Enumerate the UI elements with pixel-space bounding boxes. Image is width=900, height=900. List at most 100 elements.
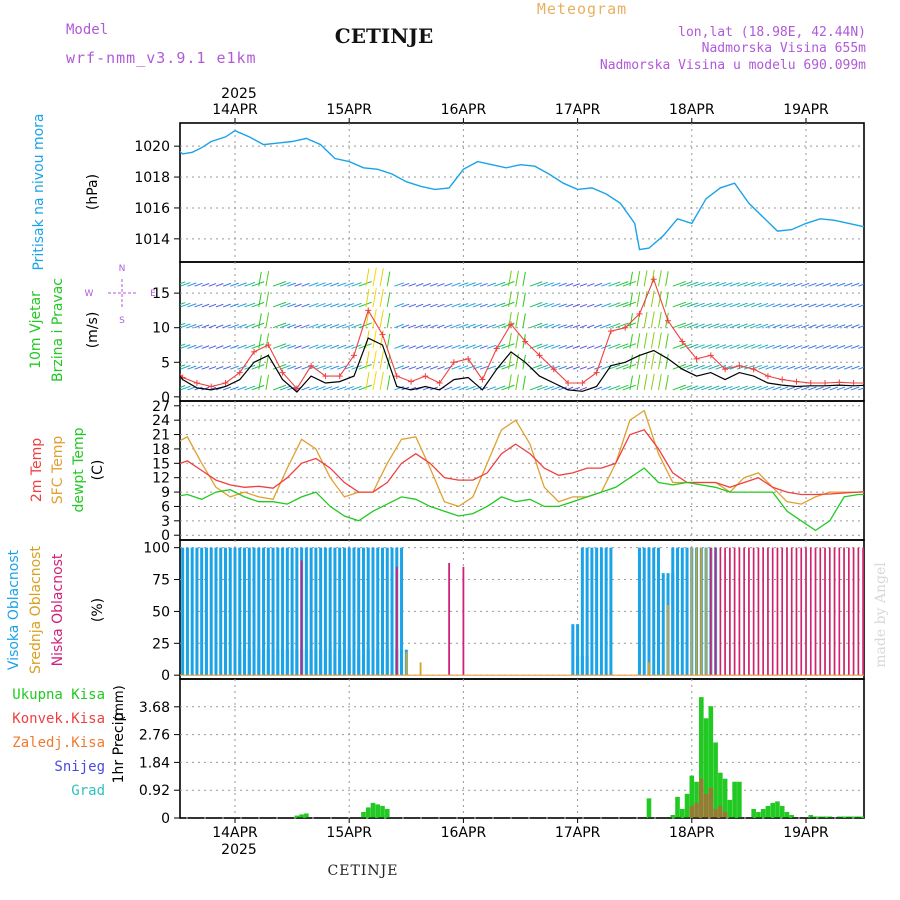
cloud-low-bar (867, 548, 869, 676)
wind-arrow (880, 283, 888, 286)
wind-arrow (743, 323, 755, 329)
wind-arrow (522, 375, 526, 391)
precip-bar (365, 807, 371, 818)
cloud-low-bar (824, 547, 826, 676)
wind-arrow (408, 345, 417, 349)
wind-arrow (322, 365, 333, 370)
wind-arrow (622, 301, 637, 308)
wind-arrow (622, 280, 637, 287)
temperature-y-tick-label: 27 (152, 399, 170, 415)
cloud-high-bar (685, 547, 689, 676)
precip-bar (718, 805, 723, 818)
cloud-high-bar (656, 573, 660, 676)
cloud-high-bar (314, 649, 318, 676)
wind-arrow (465, 385, 476, 391)
wind-arrow (672, 301, 687, 308)
wind-arrow (751, 302, 762, 308)
wind-arrow (222, 303, 232, 308)
wind-arrow (494, 281, 506, 287)
wind-arrow (579, 386, 588, 391)
wind-arrow (701, 385, 712, 391)
precip-bar (713, 808, 718, 818)
cloud-high-bar (281, 649, 285, 676)
wind-arrow (501, 364, 515, 370)
wind-arrow (873, 325, 881, 328)
wind-arrow (487, 324, 497, 329)
cloud-mid-bar (867, 548, 869, 676)
wind-arrow (586, 345, 595, 349)
wind-arrow (851, 303, 860, 308)
precip-bar (808, 814, 814, 818)
wind-arrow (815, 386, 824, 391)
wind-arrow (836, 324, 846, 329)
wind-arrow (801, 345, 810, 349)
cloud-low-bar (395, 566, 398, 676)
wind-arrow (501, 384, 515, 391)
wind-arrow (793, 324, 803, 329)
wind-arrow (894, 283, 900, 286)
wind-arrow (408, 283, 417, 287)
wind-arrow (315, 323, 326, 329)
wind-arrow (444, 303, 453, 308)
wind-arrow (779, 365, 789, 370)
wind-arrow (808, 386, 817, 391)
wind-arrow (873, 345, 881, 348)
wind-arrow (287, 365, 297, 370)
wind-arrow (465, 282, 476, 287)
wind-arrow (451, 282, 461, 287)
precip-bar (889, 812, 894, 818)
wind-arrow (558, 365, 567, 370)
wind-arrow (358, 301, 372, 308)
wind-arrow (351, 385, 362, 391)
precip-bar (722, 778, 728, 818)
bottom-day-label: 17APR (555, 825, 601, 841)
wind-arrow (743, 344, 755, 349)
cloud-low-bar (462, 566, 465, 676)
wind-arrow (222, 282, 232, 287)
wind-arrow (258, 354, 262, 370)
wind-arrow (244, 385, 256, 391)
wind-arrow (287, 344, 297, 349)
wind-arrow (429, 345, 438, 349)
cloud-y-tick-label: 75 (152, 573, 170, 589)
cloud-high-bar (676, 547, 680, 676)
wind-arrow (329, 303, 340, 308)
wind-arrow (536, 364, 548, 370)
wind-arrow (301, 386, 310, 391)
watermark: made by Angel (873, 562, 889, 668)
wind-arrow (358, 384, 372, 391)
wind-arrow (344, 303, 354, 308)
wind-arrow (222, 386, 232, 391)
cloud-high-bar (366, 547, 370, 676)
wind-arrow (187, 344, 197, 349)
wind-arrow (643, 270, 648, 287)
wind-arrow (579, 283, 588, 287)
wind-arrow (415, 303, 424, 308)
wind-arrow (579, 303, 588, 308)
wind-arrow (522, 313, 526, 328)
cloud-ylabel-2: Srednja Oblacnost (28, 546, 44, 674)
precipitation-y-tick-label: 0 (161, 811, 170, 827)
wind-arrow (280, 364, 291, 370)
wind-arrow (801, 303, 810, 308)
wind-arrow (215, 345, 224, 349)
wind-arrow (751, 281, 762, 287)
wind-arrow (894, 345, 900, 348)
wind-arrow (601, 303, 611, 308)
cloud-high-bar (580, 547, 584, 676)
temperature-y-tick-label: 15 (152, 456, 170, 472)
wind-arrow (894, 325, 900, 328)
precip-bar (708, 706, 714, 818)
wind-arrow (501, 281, 515, 287)
wind-arrow (594, 386, 603, 391)
wind-arrow (793, 303, 803, 308)
cloud-high-bar (328, 649, 332, 676)
cloud-low-bar (729, 547, 731, 676)
wind-arrow (829, 386, 839, 391)
cloud-low-bar (795, 547, 798, 676)
wind-arrow (558, 282, 567, 287)
precip-bar (375, 804, 381, 818)
wind-arrow (851, 386, 860, 391)
cloud-low-bar (743, 547, 745, 676)
